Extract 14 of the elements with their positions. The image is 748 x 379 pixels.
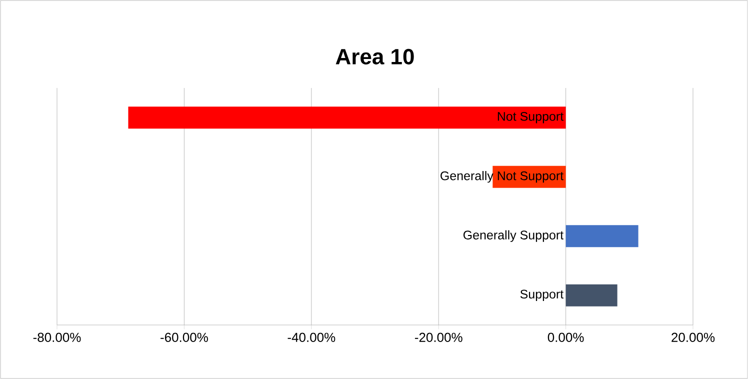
bar bbox=[492, 166, 566, 188]
bar bbox=[128, 106, 566, 129]
x-tick-label: -20.00% bbox=[414, 332, 462, 342]
chart-title: Area 10 bbox=[336, 48, 414, 64]
bar bbox=[566, 225, 638, 248]
x-tick-label: -40.00% bbox=[288, 332, 336, 342]
y-tick-label: Not Support bbox=[498, 112, 564, 124]
x-tick-label: -60.00% bbox=[160, 332, 208, 342]
x-tick-label: -80.00% bbox=[33, 332, 81, 342]
bar bbox=[566, 284, 618, 306]
y-tick-label: Support bbox=[520, 290, 564, 302]
y-tick-label: Generally Support bbox=[463, 230, 564, 242]
x-tick-label: 0.00% bbox=[548, 332, 584, 342]
x-tick-label: 20.00% bbox=[672, 332, 715, 342]
